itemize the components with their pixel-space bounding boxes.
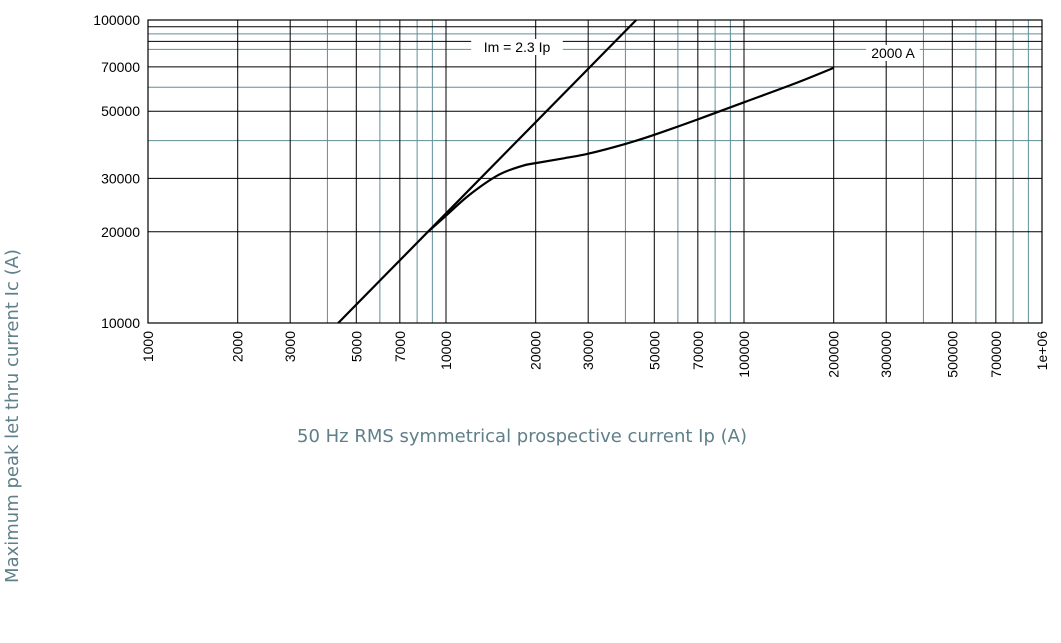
y-tick-label: 70000 bbox=[101, 59, 140, 75]
series-line-0 bbox=[337, 19, 637, 324]
y-tick-label: 100000 bbox=[93, 12, 140, 28]
y-tick-label: 10000 bbox=[101, 315, 140, 331]
minor-gridlines bbox=[148, 20, 1042, 323]
x-tick-label: 70000 bbox=[690, 331, 706, 370]
x-tick-label: 3000 bbox=[282, 331, 298, 362]
x-tick-label: 100000 bbox=[736, 331, 752, 378]
x-tick-label: 30000 bbox=[580, 331, 596, 370]
major-gridlines bbox=[147, 19, 1042, 324]
x-tick-label: 7000 bbox=[392, 331, 408, 362]
x-tick-label: 1e+06 bbox=[1034, 331, 1050, 371]
x-tick-label: 300000 bbox=[878, 331, 894, 378]
x-tick-label: 700000 bbox=[988, 331, 1004, 378]
x-tick-label: 200000 bbox=[826, 331, 842, 378]
x-tick-labels: 1000 2000 3000 5000 7000 10000 20000 30000 50000… bbox=[140, 331, 1050, 378]
plot-frame bbox=[147, 19, 1043, 324]
x-axis-title: 50 Hz RMS symmetrical prospective curren… bbox=[297, 426, 747, 447]
series-layer bbox=[337, 19, 835, 324]
x-tick-label: 1000 bbox=[140, 331, 156, 362]
y-tick-labels: 10000 20000 30000 50000 70000 100000 bbox=[93, 12, 140, 331]
annotations: Im = 2.3 Ip 2000 A bbox=[471, 39, 920, 61]
y-tick-label: 30000 bbox=[101, 170, 140, 186]
x-tick-label: 50000 bbox=[646, 331, 662, 370]
annotation-background bbox=[471, 39, 563, 55]
curve-annotation: 2000 A bbox=[871, 45, 915, 61]
series-line-1 bbox=[427, 66, 835, 233]
curve-annotation: Im = 2.3 Ip bbox=[484, 39, 551, 55]
x-tick-label: 20000 bbox=[528, 331, 544, 370]
y-tick-label: 50000 bbox=[101, 103, 140, 119]
y-axis-title: Maximum peak let thru current Ic (A) bbox=[2, 249, 23, 583]
x-tick-label: 2000 bbox=[230, 331, 246, 362]
x-tick-label: 10000 bbox=[438, 331, 454, 370]
annotation-background bbox=[866, 45, 920, 61]
y-tick-label: 20000 bbox=[101, 224, 140, 240]
x-tick-label: 500000 bbox=[944, 331, 960, 378]
x-tick-label: 5000 bbox=[348, 331, 364, 362]
